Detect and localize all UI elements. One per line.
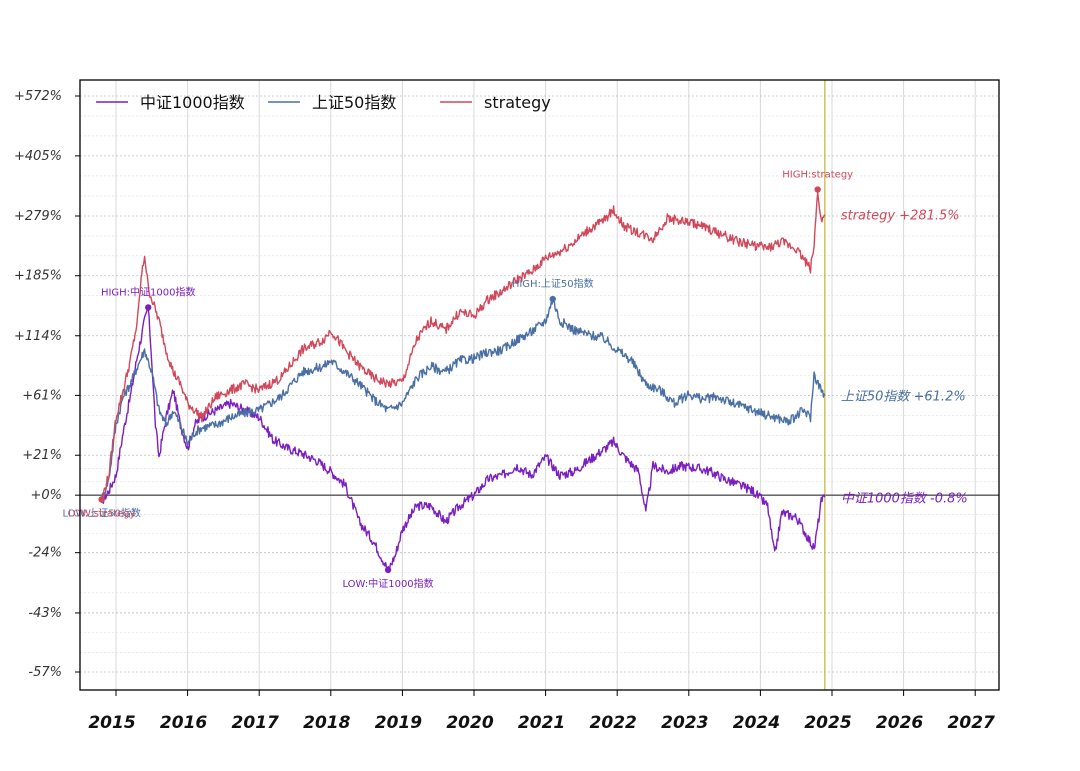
y-tick-label: -24% — [28, 546, 62, 561]
series-line-2 — [101, 192, 826, 501]
x-tick-label: 2021 — [518, 713, 565, 733]
low-label: LOW:中证1000指数 — [342, 577, 433, 590]
x-tick-label: 2019 — [375, 713, 422, 733]
x-tick-label: 2027 — [948, 713, 995, 733]
high-label: HIGH:上证50指数 — [512, 277, 594, 290]
plot-frame — [79, 79, 1000, 691]
legend-label-1: 上证50指数 — [312, 93, 396, 112]
grid — [80, 80, 999, 690]
y-axis-ticks: +572% +405% +279% +185% +114% +61% +21% +0% -24%… — [14, 89, 80, 680]
high-marker — [145, 304, 152, 311]
low-label: LOW:上证50指数 — [62, 506, 140, 519]
y-tick-label: +114% — [14, 329, 62, 344]
high-label: HIGH:strategy — [782, 170, 853, 181]
y-tick-label: +572% — [14, 89, 62, 104]
x-axis-ticks: 2015 2016 2017 2018 2019 2020 2021 2022 2023 2024… — [88, 690, 995, 733]
series-line-0 — [101, 306, 826, 570]
high-marker — [814, 186, 821, 193]
x-tick-label: 2018 — [303, 713, 350, 733]
end-label-2: strategy +281.5% — [841, 209, 960, 224]
x-tick-label: 2026 — [876, 713, 923, 733]
high-marker — [549, 295, 556, 303]
y-tick-label: -43% — [28, 606, 62, 621]
legend-label-0: 中证1000指数 — [140, 93, 245, 112]
x-tick-label: 2023 — [661, 713, 708, 733]
legend-label-2: strategy — [484, 93, 551, 112]
x-tick-label: 2015 — [88, 713, 135, 733]
end-label-1: 上证50指数 +61.2% — [841, 389, 966, 404]
low-marker — [384, 566, 392, 574]
extreme-markers: HIGH:中证1000指数 LOW:中证1000指数 HIGH:上证50指数 LOW:… — [62, 170, 853, 590]
x-tick-label: 2025 — [804, 713, 851, 733]
y-tick-label: +21% — [22, 448, 62, 463]
high-label: HIGH:中证1000指数 — [101, 285, 196, 298]
x-tick-label: 2016 — [160, 713, 207, 733]
series-lines — [101, 192, 826, 570]
legend: 中证1000指数 上证50指数 strategy — [96, 93, 551, 112]
x-tick-label: 2020 — [446, 713, 493, 733]
y-tick-label: +279% — [14, 209, 62, 224]
y-tick-label: +185% — [14, 269, 62, 284]
x-tick-label: 2024 — [733, 713, 780, 733]
y-tick-label: -57% — [28, 665, 62, 680]
end-labels: 中证1000指数 -0.8% 上证50指数 +61.2% strategy +281… — [841, 209, 968, 507]
series-line-1 — [101, 300, 826, 503]
y-tick-label: +0% — [30, 488, 62, 503]
y-tick-label: +61% — [22, 388, 62, 403]
low-label: LOW:strategy — [68, 508, 136, 519]
end-label-0: 中证1000指数 -0.8% — [841, 491, 968, 506]
x-tick-label: 2022 — [590, 713, 637, 733]
y-tick-label: +405% — [14, 149, 62, 164]
low-marker — [98, 496, 105, 503]
x-tick-label: 2017 — [232, 713, 279, 733]
